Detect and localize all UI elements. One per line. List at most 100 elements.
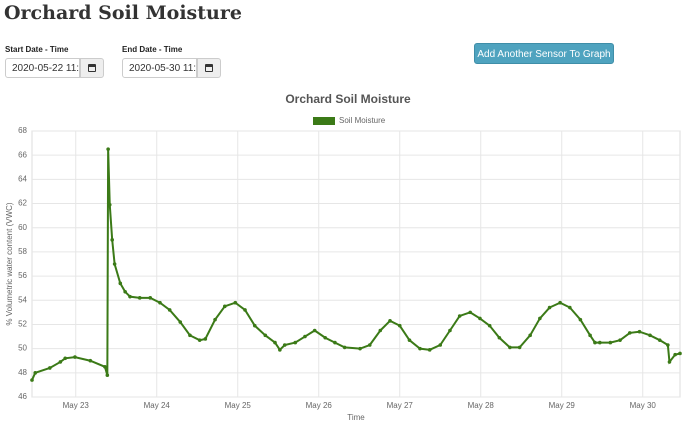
- point: [568, 305, 572, 310]
- point: [88, 358, 93, 363]
- point: [148, 296, 153, 300]
- point: [427, 348, 432, 352]
- point: [252, 323, 257, 328]
- point: [105, 373, 110, 378]
- y-tick-label: 50: [18, 344, 27, 353]
- y-tick-label: 68: [18, 126, 27, 135]
- calendar-icon: [88, 64, 96, 72]
- x-tick-label: May 29: [549, 401, 576, 410]
- point: [487, 323, 492, 328]
- point: [323, 335, 328, 340]
- point: [106, 147, 110, 151]
- y-tick-label: 60: [18, 223, 27, 232]
- y-tick-label: 46: [18, 392, 27, 401]
- point: [188, 333, 192, 338]
- plot-area: [31, 130, 681, 398]
- point: [448, 328, 452, 333]
- point: [508, 345, 512, 350]
- start-calendar-button[interactable]: [80, 58, 104, 78]
- x-tick-label: May 24: [144, 401, 171, 410]
- point: [497, 335, 502, 340]
- point: [342, 345, 347, 350]
- point: [627, 331, 632, 335]
- point: [273, 340, 277, 345]
- page-title: Orchard Soil Moisture: [4, 2, 242, 24]
- y-tick-label: 66: [18, 150, 27, 159]
- y-tick-label: 52: [18, 320, 27, 329]
- point: [58, 360, 63, 364]
- point: [558, 300, 562, 305]
- point: [367, 343, 372, 347]
- point: [48, 366, 52, 370]
- point: [137, 296, 142, 300]
- y-axis-label: % Volumetric water content (VWC): [5, 202, 14, 325]
- point: [233, 300, 238, 305]
- point: [178, 320, 183, 324]
- y-tick-label: 56: [18, 271, 27, 280]
- start-label: Start Date - Time: [5, 45, 69, 54]
- point: [388, 319, 392, 323]
- point: [123, 290, 127, 294]
- point: [593, 340, 597, 345]
- point: [278, 348, 282, 352]
- point: [203, 337, 208, 341]
- point: [282, 343, 287, 347]
- point: [378, 328, 383, 333]
- point: [213, 317, 217, 322]
- point: [637, 329, 642, 334]
- end-label: End Date - Time: [122, 45, 183, 54]
- y-tick-label: 58: [18, 247, 27, 256]
- point: [598, 340, 602, 345]
- point: [648, 333, 652, 338]
- point: [407, 338, 412, 342]
- point: [293, 340, 298, 345]
- point: [468, 310, 473, 315]
- point: [107, 202, 112, 207]
- start-input[interactable]: 2020-05-22 11:: [5, 58, 80, 78]
- y-tick-label: 62: [18, 199, 27, 208]
- point: [666, 343, 670, 347]
- end-calendar-button[interactable]: [197, 58, 221, 78]
- point: [263, 333, 268, 338]
- point: [103, 364, 107, 369]
- x-tick-label: May 27: [387, 401, 414, 410]
- y-tick-label: 48: [18, 368, 27, 377]
- y-tick-label: 64: [18, 174, 27, 183]
- x-tick-label: May 30: [630, 401, 657, 410]
- point: [588, 333, 592, 338]
- x-axis-label: Time: [347, 413, 365, 422]
- point: [167, 308, 172, 312]
- point: [63, 356, 68, 361]
- point: [678, 351, 682, 356]
- x-tick-label: May 23: [63, 401, 90, 410]
- point: [222, 304, 227, 309]
- point: [73, 355, 77, 359]
- chart-title: Orchard Soil Moisture: [285, 92, 411, 106]
- legend-swatch: [313, 117, 335, 125]
- point: [303, 334, 307, 339]
- add-sensor-button[interactable]: Add Another Sensor To Graph: [474, 43, 614, 64]
- point: [657, 338, 662, 342]
- line: [31, 149, 681, 381]
- point: [667, 360, 672, 364]
- point: [397, 323, 402, 328]
- point: [517, 345, 522, 350]
- x-tick-label: May 26: [306, 401, 333, 410]
- point: [457, 314, 462, 318]
- point: [618, 338, 622, 342]
- point: [197, 338, 202, 342]
- point: [110, 238, 114, 242]
- point: [418, 346, 422, 351]
- point: [608, 340, 613, 345]
- point: [112, 262, 117, 266]
- point: [478, 316, 482, 321]
- point: [118, 281, 123, 286]
- point: [158, 300, 162, 305]
- point: [438, 343, 443, 347]
- end-input[interactable]: 2020-05-30 11:: [122, 58, 197, 78]
- point: [312, 328, 317, 333]
- y-tick-label: 54: [18, 295, 27, 304]
- point: [578, 317, 583, 322]
